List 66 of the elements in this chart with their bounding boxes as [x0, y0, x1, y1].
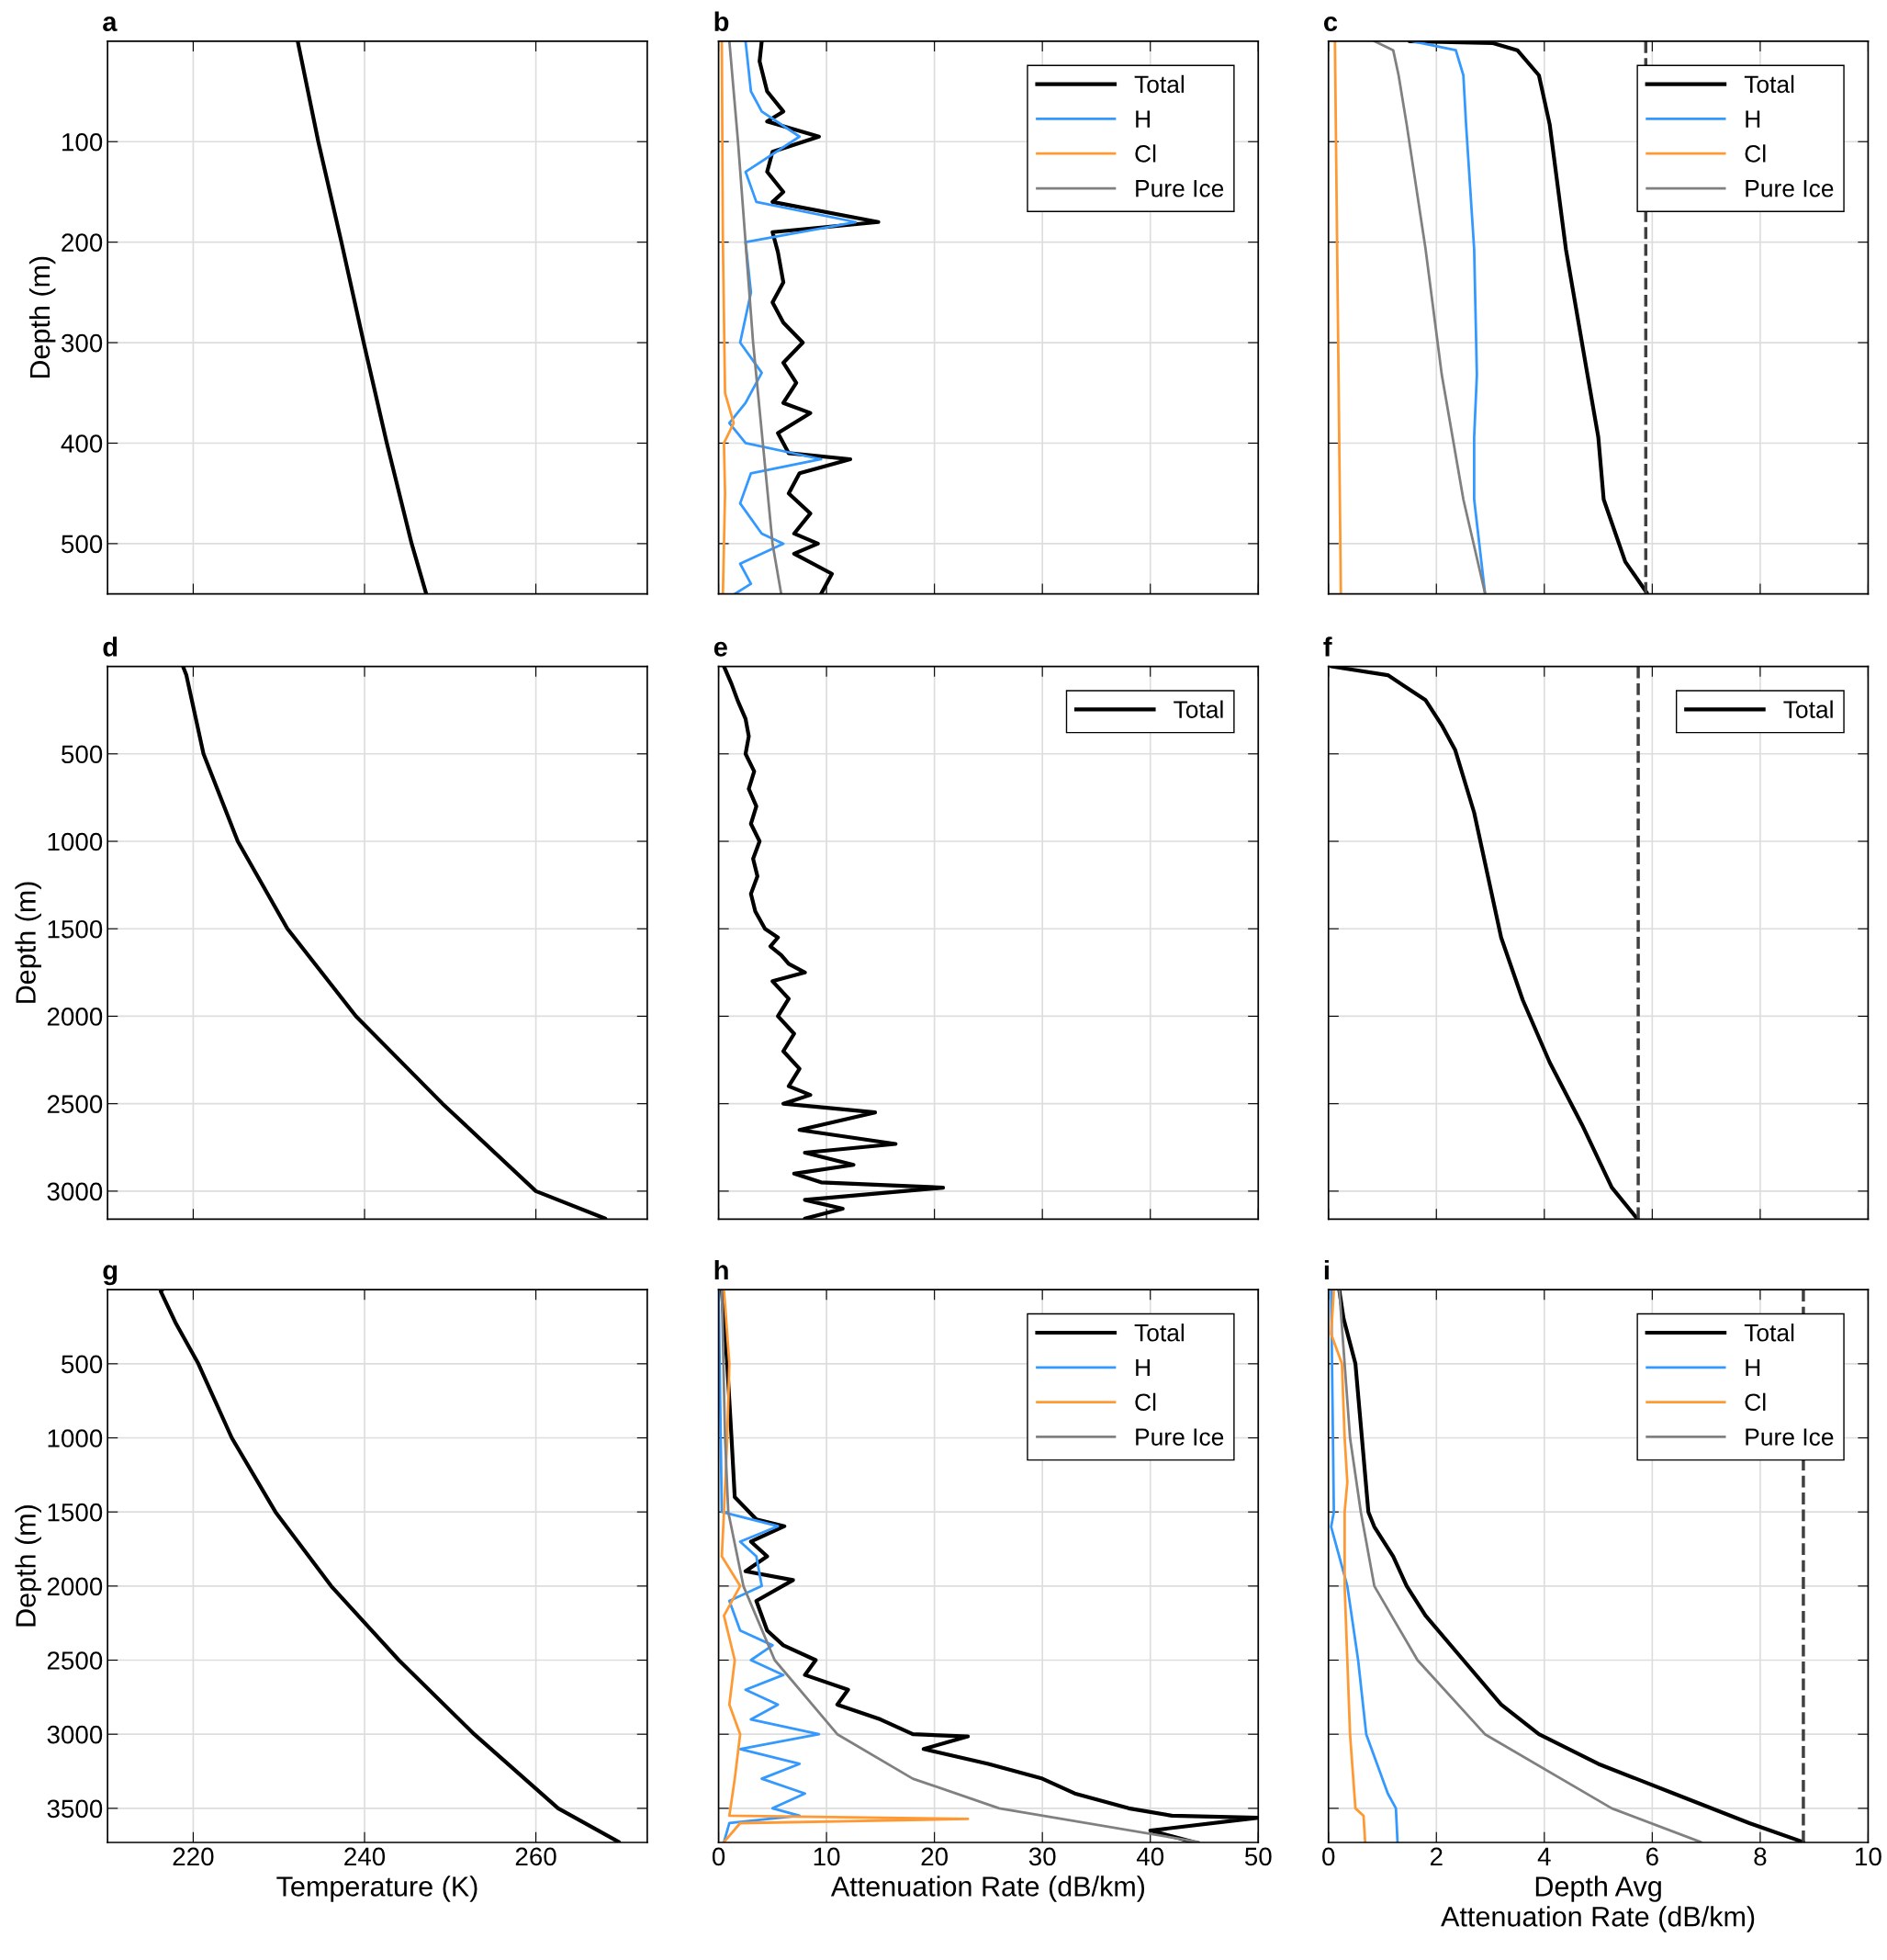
x-tick-label: 0: [1322, 1847, 1335, 1866]
y-axis-title: Depth (m): [15, 1505, 41, 1627]
legend-label: H: [1746, 1358, 1760, 1377]
y-tick-label: 500: [62, 1355, 103, 1374]
x-tick-label: 0: [712, 1847, 725, 1866]
x-tick-label: 240: [344, 1847, 386, 1866]
legend-label: Total: [1174, 700, 1223, 718]
legend-label: H: [1136, 110, 1150, 128]
y-tick-label: 300: [61, 333, 103, 353]
y-tick-label: 100: [62, 132, 103, 152]
y-tick-label: 1500: [48, 919, 103, 939]
y-tick-label: 1500: [48, 1503, 103, 1522]
legend-label: Total: [1134, 74, 1185, 94]
y-tick-label: 1000: [48, 1429, 103, 1447]
legend-label: Cl: [1135, 144, 1156, 163]
legend-label: H: [1136, 1358, 1150, 1377]
y-tick-label: 500: [62, 535, 103, 554]
chart-title: b: [714, 11, 729, 31]
y-tick-label: 2500: [47, 1095, 103, 1113]
x-tick-label: 220: [173, 1847, 214, 1866]
legend-label: Pure Ice: [1136, 180, 1224, 197]
legend-label: Total: [1134, 1324, 1185, 1342]
chart-title: i: [1324, 1259, 1329, 1280]
x-tick-label: 30: [1028, 1847, 1056, 1866]
chart-title: a: [103, 17, 118, 31]
legend-label: Cl: [1745, 1392, 1766, 1412]
legend-label: Total: [1783, 700, 1833, 718]
legend-label: Cl: [1745, 144, 1766, 163]
legend-label: Cl: [1135, 1392, 1156, 1412]
x-axis-title: Depth Avg Attenuation Rate (dB/km): [1441, 1876, 1755, 1932]
x-axis-title: Temperature (K): [276, 1876, 477, 1902]
y-tick-label: 3000: [47, 1725, 103, 1744]
chart-title: h: [714, 1259, 728, 1280]
x-tick-label: 10: [814, 1847, 840, 1866]
y-tick-label: 2000: [47, 1008, 103, 1026]
y-axis-title: Depth (m): [28, 256, 56, 378]
chart-title: c: [1323, 17, 1338, 31]
x-tick-label: 20: [921, 1847, 948, 1866]
legend-label: Pure Ice: [1746, 1428, 1834, 1446]
legend-label: Pure Ice: [1746, 180, 1834, 197]
legend-label: Pure Ice: [1136, 1428, 1224, 1446]
x-tick-label: 40: [1136, 1847, 1164, 1866]
x-tick-label: 2: [1430, 1847, 1443, 1865]
y-tick-label: 3000: [47, 1182, 103, 1201]
x-tick-label: 4: [1537, 1847, 1551, 1865]
x-tick-label: 6: [1646, 1847, 1658, 1866]
legend-label: H: [1746, 110, 1760, 128]
x-tick-label: 50: [1244, 1847, 1272, 1866]
y-tick-label: 200: [62, 233, 103, 252]
chart-title: f: [1323, 636, 1332, 657]
y-tick-label: 2000: [47, 1577, 103, 1596]
y-axis-title: Depth (m): [15, 882, 41, 1003]
chart-title: d: [103, 636, 118, 657]
x-tick-label: 260: [515, 1847, 556, 1866]
chart-title: e: [713, 641, 727, 657]
y-tick-label: 2500: [47, 1651, 103, 1670]
x-axis-title: Attenuation Rate (dB/km): [830, 1876, 1145, 1902]
x-tick-label: 8: [1754, 1847, 1767, 1866]
y-tick-label: 3500: [47, 1799, 103, 1819]
y-tick-label: 400: [61, 434, 103, 453]
y-tick-label: 500: [62, 745, 103, 764]
x-tick-label: 10: [1856, 1847, 1881, 1866]
y-tick-label: 1000: [48, 832, 103, 851]
chart-title: g: [103, 1265, 118, 1286]
legend-label: Total: [1744, 74, 1794, 94]
legend-label: Total: [1744, 1324, 1794, 1342]
